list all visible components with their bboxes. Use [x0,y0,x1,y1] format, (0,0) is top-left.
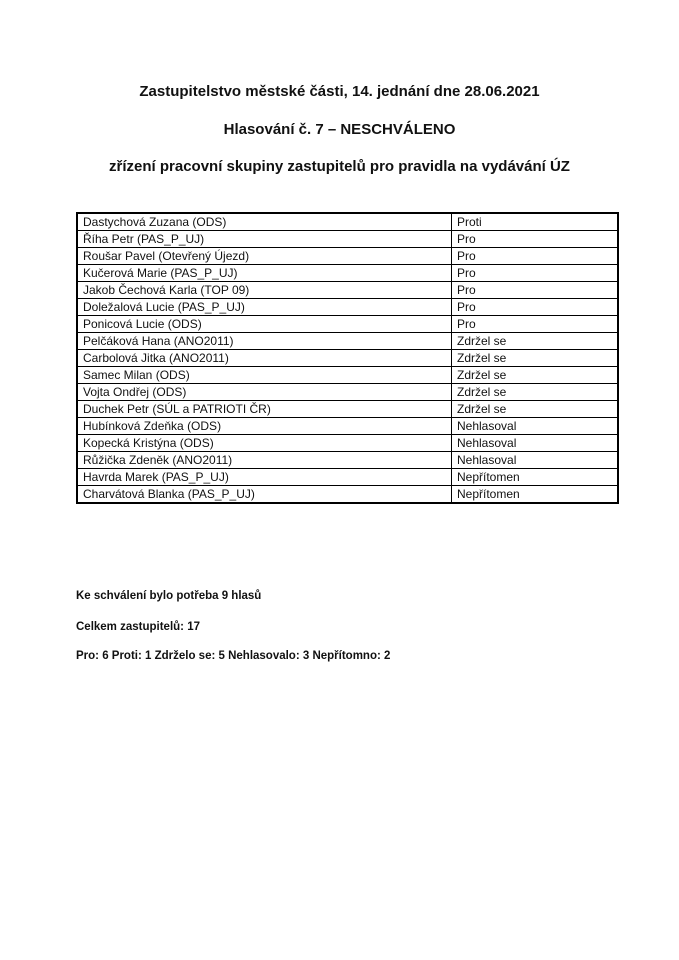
table-row: Kučerová Marie (PAS_P_UJ) Pro [76,264,619,282]
voter-name-cell: Roušar Pavel (Otevřený Újezd) [76,247,452,265]
vote-value-cell: Zdržel se [451,366,619,384]
voter-name-cell: Jakob Čechová Karla (TOP 09) [76,281,452,299]
vote-value-cell: Zdržel se [451,332,619,350]
table-row: Ponicová Lucie (ODS) Pro [76,315,619,333]
vote-value-cell: Pro [451,298,619,316]
table-row: Jakob Čechová Karla (TOP 09) Pro [76,281,619,299]
table-row: Doležalová Lucie (PAS_P_UJ) Pro [76,298,619,316]
vote-value-cell: Proti [451,212,619,231]
voter-name-cell: Samec Milan (ODS) [76,366,452,384]
vote-value-cell: Pro [451,230,619,248]
vote-value-cell: Zdržel se [451,349,619,367]
table-row: Vojta Ondřej (ODS) Zdržel se [76,383,619,401]
voter-name-cell: Růžička Zdeněk (ANO2011) [76,451,452,469]
voting-table-body: Dastychová Zuzana (ODS) Proti Říha Petr (P… [76,212,619,504]
voter-name-cell: Havrda Marek (PAS_P_UJ) [76,468,452,486]
voter-name-cell: Kučerová Marie (PAS_P_UJ) [76,264,452,282]
table-row: Samec Milan (ODS) Zdržel se [76,366,619,384]
table-row: Hubínková Zdeňka (ODS) Nehlasoval [76,417,619,435]
table-row: Říha Petr (PAS_P_UJ) Pro [76,230,619,248]
vote-value-cell: Zdržel se [451,383,619,401]
table-row: Charvátová Blanka (PAS_P_UJ) Nepřítomen [76,485,619,504]
vote-value-cell: Zdržel se [451,400,619,418]
table-row: Dastychová Zuzana (ODS) Proti [76,212,619,231]
result-counts-line: Pro: 6 Proti: 1 Zdrželo se: 5 Nehlasoval… [76,650,391,662]
voting-table: Dastychová Zuzana (ODS) Proti Říha Petr (P… [76,212,619,504]
table-row: Havrda Marek (PAS_P_UJ) Nepřítomen [76,468,619,486]
voter-name-cell: Říha Petr (PAS_P_UJ) [76,230,452,248]
vote-value-cell: Nepřítomen [451,485,619,504]
vote-topic-title: zřízení pracovní skupiny zastupitelů pro… [109,158,570,175]
vote-number-result-title: Hlasování č. 7 – NESCHVÁLENO [223,121,456,138]
table-row: Růžička Zdeněk (ANO2011) Nehlasoval [76,451,619,469]
voter-name-cell: Carbolová Jitka (ANO2011) [76,349,452,367]
table-row: Carbolová Jitka (ANO2011) Zdržel se [76,349,619,367]
voter-name-cell: Dastychová Zuzana (ODS) [76,212,452,231]
vote-value-cell: Nehlasoval [451,434,619,452]
vote-value-cell: Pro [451,281,619,299]
table-row: Duchek Petr (SÚL a PATRIOTI ČR) Zdržel se [76,400,619,418]
voter-name-cell: Ponicová Lucie (ODS) [76,315,452,333]
vote-value-cell: Nepřítomen [451,468,619,486]
voter-name-cell: Duchek Petr (SÚL a PATRIOTI ČR) [76,400,452,418]
voter-name-cell: Pelčáková Hana (ANO2011) [76,332,452,350]
vote-value-cell: Pro [451,264,619,282]
total-members-line: Celkem zastupitelů: 17 [76,621,200,633]
meeting-title: Zastupitelstvo městské části, 14. jednán… [139,83,540,100]
voter-name-cell: Doležalová Lucie (PAS_P_UJ) [76,298,452,316]
table-row: Roušar Pavel (Otevřený Újezd) Pro [76,247,619,265]
table-row: Kopecká Kristýna (ODS) Nehlasoval [76,434,619,452]
table-row: Pelčáková Hana (ANO2011) Zdržel se [76,332,619,350]
vote-value-cell: Pro [451,315,619,333]
vote-value-cell: Pro [451,247,619,265]
vote-value-cell: Nehlasoval [451,417,619,435]
vote-value-cell: Nehlasoval [451,451,619,469]
voter-name-cell: Kopecká Kristýna (ODS) [76,434,452,452]
required-votes-line: Ke schválení bylo potřeba 9 hlasů [76,590,262,602]
voter-name-cell: Charvátová Blanka (PAS_P_UJ) [76,485,452,504]
voter-name-cell: Hubínková Zdeňka (ODS) [76,417,452,435]
voter-name-cell: Vojta Ondřej (ODS) [76,383,452,401]
